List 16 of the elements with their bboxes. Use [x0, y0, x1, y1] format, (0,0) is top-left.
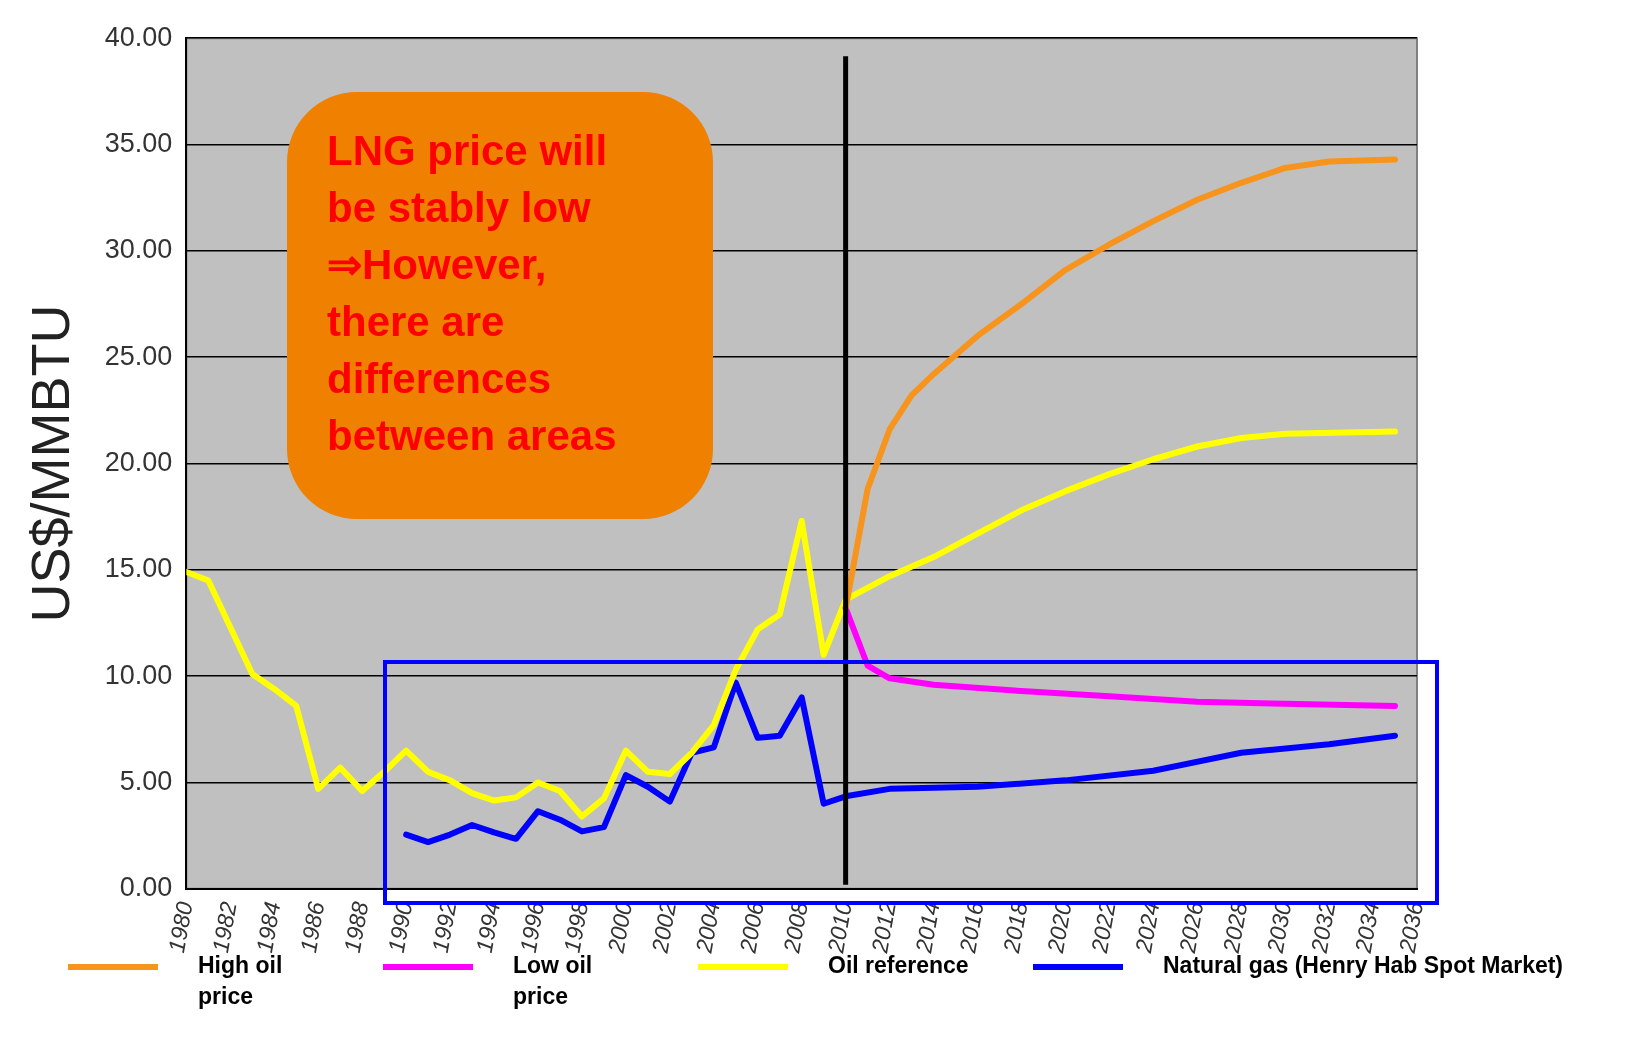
y-tick-label: 10.00	[104, 659, 173, 690]
y-tick-label: 35.00	[104, 127, 173, 158]
y-tick-label: 15.00	[104, 553, 173, 584]
y-tick-label: 20.00	[104, 446, 173, 477]
y-tick-label: 30.00	[104, 234, 173, 265]
x-tick-label: 1982	[207, 899, 242, 955]
legend-label: Low oil price	[513, 952, 593, 1009]
y-tick-label: 25.00	[104, 340, 173, 371]
x-tick-label: 1986	[294, 899, 330, 955]
y-tick-label: 40.00	[104, 21, 173, 52]
annotation: LNG price will be stably low ⇒However, there are differences between areas	[326, 126, 618, 461]
legend-label: High oil price	[198, 952, 283, 1009]
x-tick-label: 1988	[338, 899, 374, 955]
y-axis-title: US$/MMBTU	[20, 304, 81, 623]
y-tick-label: 5.00	[119, 765, 173, 796]
x-tick-label: 1984	[251, 899, 286, 955]
